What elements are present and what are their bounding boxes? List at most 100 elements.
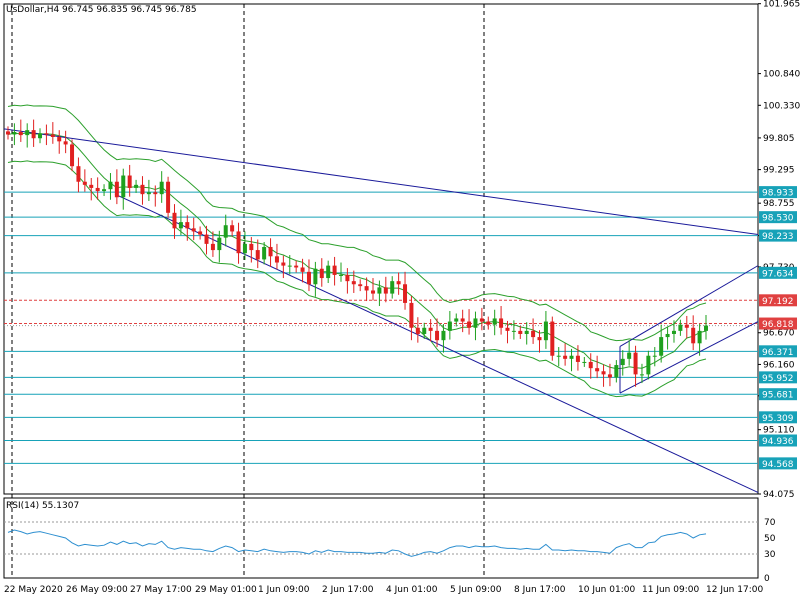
- candle: [217, 230, 222, 263]
- candle: [146, 179, 151, 201]
- time-axis-label: 5 Jun 09:00: [450, 585, 502, 595]
- price-axis-label: 100.330: [763, 101, 800, 111]
- candle-body: [281, 262, 286, 266]
- candle: [697, 324, 702, 356]
- level-tag-text: 95.309: [762, 414, 794, 424]
- candle: [614, 360, 619, 383]
- candle: [646, 350, 651, 380]
- level-price-tag[interactable]: 97.192: [759, 294, 797, 307]
- candle: [377, 280, 382, 307]
- level-price-tag[interactable]: 98.233: [759, 229, 797, 243]
- rsi-axis-label: 50: [764, 534, 776, 544]
- time-axis-label: 29 May 01:00: [195, 585, 257, 595]
- candle-body: [377, 287, 382, 294]
- level-price-tag[interactable]: 96.818: [759, 317, 797, 331]
- level-price-tag[interactable]: 98.933: [759, 186, 797, 199]
- candle: [415, 317, 420, 343]
- candle-body: [274, 256, 279, 263]
- candle: [191, 217, 196, 241]
- candle-body: [358, 284, 363, 287]
- candle: [121, 168, 126, 210]
- level-tag-text: 94.568: [762, 460, 794, 470]
- candle: [12, 123, 17, 146]
- candle: [63, 130, 68, 154]
- level-tag-box: [759, 294, 797, 307]
- candle: [403, 271, 408, 310]
- time-axis-label: 1 Jun 09:00: [258, 585, 310, 595]
- candle: [652, 347, 657, 367]
- candle: [198, 226, 203, 240]
- level-price-tag[interactable]: 95.309: [759, 411, 797, 424]
- candle-body: [665, 333, 670, 338]
- candle-body: [332, 265, 337, 275]
- candle-body: [89, 184, 94, 188]
- candle-body: [210, 243, 215, 251]
- level-price-tag[interactable]: 95.681: [759, 388, 797, 401]
- candle-body: [76, 166, 81, 182]
- candle: [31, 119, 36, 147]
- candle: [18, 119, 23, 142]
- level-price-tag[interactable]: 94.936: [759, 434, 797, 447]
- candle-body: [242, 243, 247, 254]
- candle: [249, 237, 254, 263]
- candle: [25, 123, 30, 148]
- candle-body: [563, 355, 568, 359]
- level-tag-text: 98.233: [762, 232, 794, 242]
- candle-body: [569, 355, 574, 359]
- level-tag-box: [759, 229, 797, 242]
- level-price-tag[interactable]: 97.634: [759, 266, 797, 280]
- candle: [499, 306, 504, 335]
- candle-body: [351, 281, 356, 285]
- candle-body: [678, 324, 683, 331]
- candle-body: [691, 327, 696, 344]
- rsi-axis-label: 30: [764, 550, 776, 560]
- candle: [460, 309, 465, 333]
- candle-body: [338, 274, 343, 276]
- level-price-tag[interactable]: 96.371: [759, 345, 797, 358]
- candle: [185, 215, 190, 241]
- candle: [575, 345, 580, 371]
- candle: [537, 330, 542, 353]
- candle-body: [185, 222, 190, 229]
- candle-body: [524, 330, 529, 334]
- level-price-tag[interactable]: 98.530: [759, 211, 797, 224]
- time-axis-label: 10 Jun 01:00: [578, 585, 635, 595]
- candle-body: [614, 365, 619, 378]
- candle-body: [620, 358, 625, 366]
- candle: [70, 139, 75, 172]
- candle: [524, 322, 529, 345]
- level-price-tag[interactable]: 94.568: [759, 457, 797, 470]
- candle-body: [543, 321, 548, 341]
- candle: [268, 238, 273, 267]
- lower-band-line: [7, 160, 707, 398]
- candle-body: [479, 318, 484, 322]
- candle: [467, 309, 472, 335]
- rsi-line: [7, 529, 707, 557]
- candle: [351, 270, 356, 293]
- candle-body: [268, 246, 273, 257]
- level-tag-text: 95.681: [762, 391, 794, 401]
- candle-body: [595, 368, 600, 372]
- rising-channel-lower-line: [619, 321, 759, 394]
- rsi-panel-frame: [3, 497, 759, 579]
- candle: [441, 324, 446, 353]
- level-tag-box: [759, 371, 797, 384]
- candle-body: [582, 361, 587, 363]
- candle-body: [300, 267, 305, 272]
- candle-body: [639, 374, 644, 376]
- candle-body: [127, 175, 132, 188]
- candle: [114, 169, 119, 205]
- price-axis-label: 96.160: [763, 360, 795, 370]
- candle-body: [204, 234, 209, 244]
- candle-body: [57, 136, 62, 142]
- candle-body: [531, 330, 536, 338]
- candle-body: [684, 324, 689, 328]
- candle-body: [447, 321, 452, 331]
- chart-symbol-label: UsDollar,H4: [6, 5, 60, 15]
- candle-body: [601, 371, 606, 375]
- candle-body: [140, 184, 145, 195]
- candle: [57, 130, 62, 154]
- level-price-tag[interactable]: 95.952: [759, 371, 797, 384]
- candle-body: [473, 318, 478, 328]
